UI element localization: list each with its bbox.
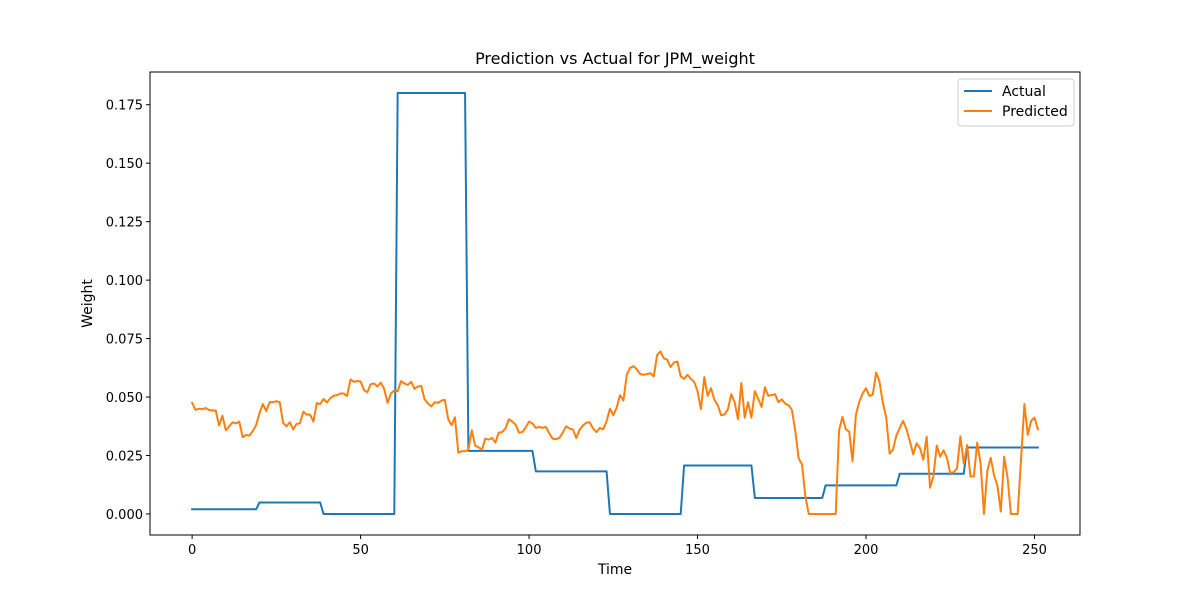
plot-area <box>150 72 1080 535</box>
chart-title: Prediction vs Actual for JPM_weight <box>475 49 755 69</box>
x-axis-label: Time <box>597 562 632 578</box>
plot-frame <box>149 71 1081 536</box>
y-axis-label: Weight <box>80 279 96 328</box>
y-tick-label: 0.150 <box>106 157 143 172</box>
x-tick-label: 0 <box>188 543 196 558</box>
y-tick-label: 0.125 <box>106 216 143 231</box>
y-tick-label: 0.175 <box>106 99 143 114</box>
x-tick-label: 150 <box>685 543 710 558</box>
y-tick-label: 0.000 <box>106 508 143 523</box>
y-axis-ticks: 0.000 0.025 0.050 0.075 0.100 0.125 0.150 0.175 <box>106 99 150 523</box>
y-tick-label: 0.050 <box>106 391 143 406</box>
x-tick-label: 200 <box>854 543 879 558</box>
legend: Actual Predicted <box>957 78 1075 127</box>
series-line-actual <box>191 92 1039 515</box>
x-tick-label: 100 <box>517 543 542 558</box>
y-tick-label: 0.100 <box>106 274 143 289</box>
x-tick-label: 250 <box>1022 543 1047 558</box>
y-tick-label: 0.075 <box>106 333 143 348</box>
legend-label-actual: Actual <box>1002 84 1046 100</box>
y-tick-label: 0.025 <box>106 449 143 464</box>
x-axis-ticks: 0 50 100 150 200 250 <box>188 535 1047 558</box>
series-line-predicted <box>190 350 1040 515</box>
legend-label-predicted: Predicted <box>1002 104 1068 120</box>
x-tick-label: 50 <box>352 543 369 558</box>
series-layer <box>190 92 1040 515</box>
